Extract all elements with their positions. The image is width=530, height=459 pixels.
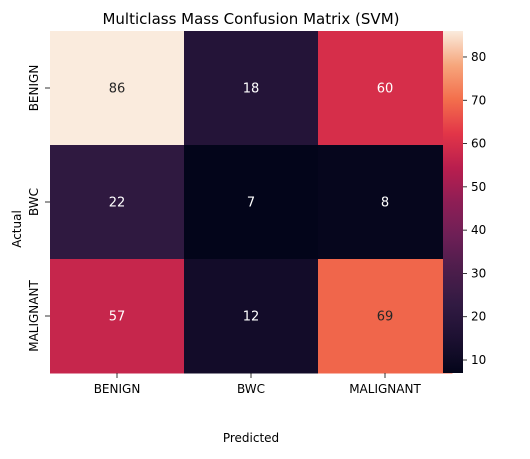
colorbar-tick-label: 40: [471, 223, 486, 237]
cell-value-label: 69: [377, 310, 394, 325]
colorbar-tick-label: 50: [471, 180, 486, 194]
heatmap-cell: [184, 259, 319, 374]
colorbar-gradient: [443, 31, 463, 373]
colorbar-tick-label: 20: [471, 310, 486, 324]
x-tick-label: MALIGNANT: [349, 382, 421, 396]
colorbar-tick-label: 80: [471, 50, 486, 64]
y-tick-label: MALIGNANT: [27, 280, 41, 352]
heatmap-cell: [184, 145, 319, 260]
colorbar-tick-label: 30: [471, 266, 486, 280]
chart-title: Multiclass Mass Confusion Matrix (SVM): [102, 10, 399, 28]
colorbar-tick-label: 60: [471, 137, 486, 151]
cell-value-label: 60: [377, 82, 394, 97]
heatmap-annotations: 86 18 60 22 7 8 57 12 69: [109, 82, 394, 325]
x-axis: BENIGN BWC MALIGNANT: [94, 373, 421, 396]
heatmap-cell: [50, 259, 185, 374]
x-tick-label: BENIGN: [94, 382, 141, 396]
heatmap-cell: [50, 145, 185, 260]
y-axis-label: Actual: [10, 210, 24, 248]
cell-value-label: 8: [381, 196, 389, 211]
heatmap-cell: [318, 145, 453, 260]
heatmap-cell: [50, 31, 185, 146]
y-axis: BENIGN BWC MALIGNANT: [27, 65, 50, 352]
colorbar-tick-label: 70: [471, 93, 486, 107]
cell-value-label: 22: [109, 196, 126, 211]
y-tick-label: BENIGN: [27, 65, 41, 112]
x-axis-label: Predicted: [223, 431, 279, 445]
x-tick-label: BWC: [237, 382, 265, 396]
cell-value-label: 12: [243, 310, 260, 325]
heatmap-cell: [318, 31, 453, 146]
heatmap-cell: [184, 31, 319, 146]
colorbar: 10 20 30 40 50 60 70 80: [443, 31, 486, 373]
heatmap-cell: [318, 259, 453, 374]
cell-value-label: 57: [109, 310, 126, 325]
heatmap-cells: [50, 31, 453, 374]
cell-value-label: 86: [109, 82, 126, 97]
cell-value-label: 18: [243, 82, 260, 97]
colorbar-tick-label: 10: [471, 353, 486, 367]
y-tick-label: BWC: [27, 188, 41, 216]
cell-value-label: 7: [247, 196, 255, 211]
